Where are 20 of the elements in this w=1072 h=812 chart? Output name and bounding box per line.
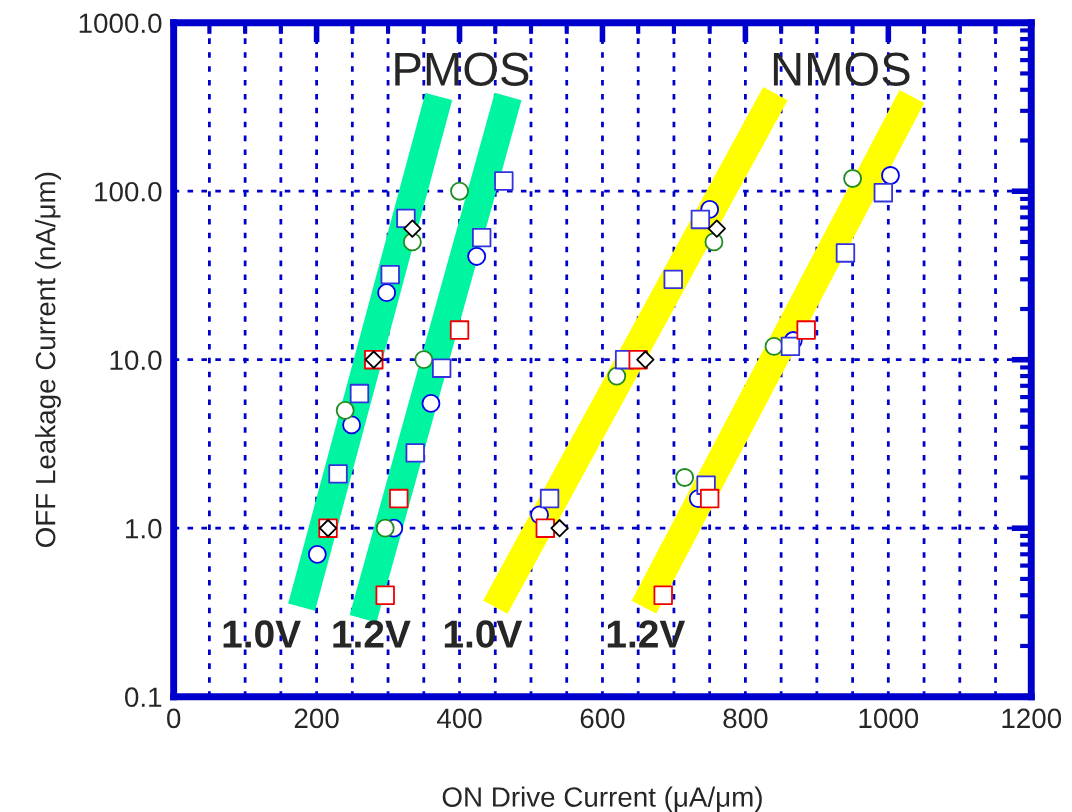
x-tick-label: 200 — [294, 708, 339, 729]
x-tick-label: 1200 — [1002, 708, 1062, 729]
annotation: PMOS — [395, 52, 529, 86]
x-tick-label: 1000 — [859, 708, 919, 729]
y-tick-label: 10.0 — [110, 350, 162, 371]
x-tick-label: 800 — [723, 708, 768, 729]
x-tick-label: 400 — [437, 708, 482, 729]
annotation: 1.2V — [333, 620, 411, 648]
x-tick-label: 0 — [167, 708, 181, 729]
y-tick-label: 1000.0 — [79, 13, 162, 34]
y-tick-label: 1.0 — [126, 518, 162, 539]
y-tick-label: 100.0 — [95, 181, 162, 202]
annotation: 1.0V — [223, 620, 301, 648]
y-axis-title: OFF Leakage Current (nA/μm) — [35, 172, 61, 548]
x-tick-label: 600 — [580, 708, 625, 729]
annotation: NMOS — [773, 52, 910, 86]
annotation: 1.0V — [444, 620, 523, 648]
x-axis-title: ON Drive Current (μA/μm) — [442, 786, 762, 812]
y-tick-label: 0.1 — [125, 687, 162, 708]
annotation: 1.2V — [607, 620, 686, 648]
